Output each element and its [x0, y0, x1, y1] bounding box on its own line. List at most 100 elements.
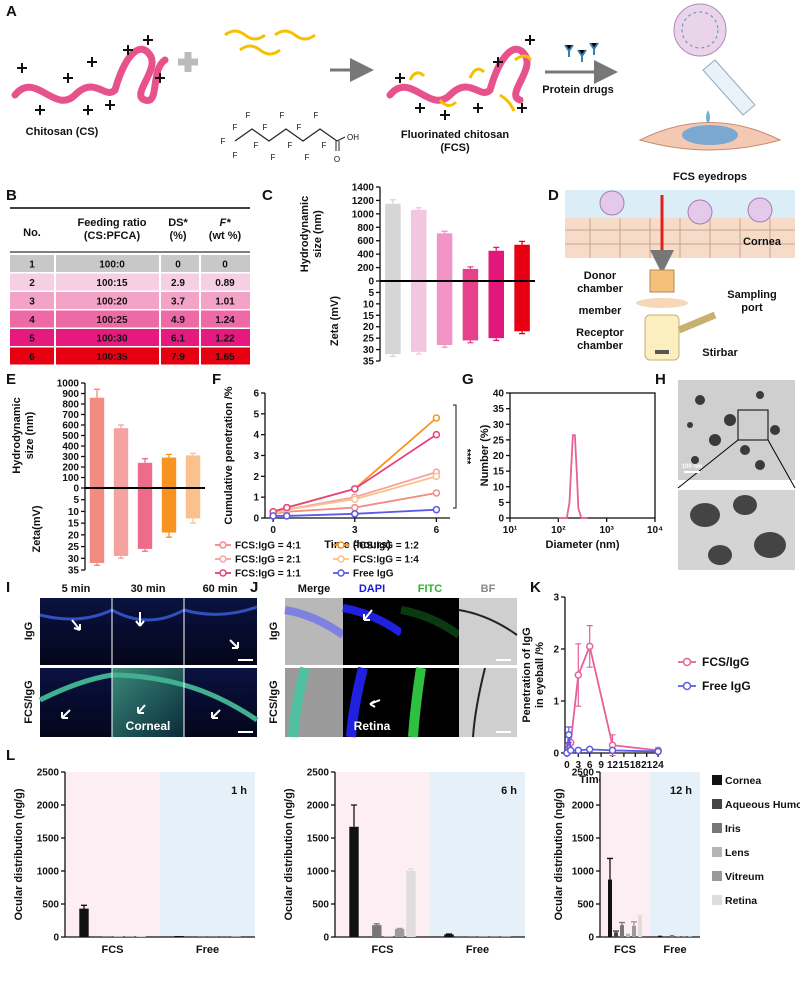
legend-marker	[220, 556, 226, 562]
table-header: F*	[220, 217, 232, 229]
marker	[575, 747, 581, 753]
label: Receptor	[576, 327, 624, 339]
charge	[525, 35, 535, 45]
label: Retina	[354, 719, 391, 733]
table-cell: 100:20	[96, 297, 128, 308]
y-axis-label: Hydrodynamic	[11, 397, 23, 473]
y-tick-label: 500	[42, 900, 59, 911]
legend-marker	[684, 659, 691, 666]
marker	[566, 732, 572, 738]
label: 30 min	[131, 583, 166, 595]
label: (FCS)	[440, 142, 470, 154]
charge	[35, 105, 45, 115]
y-tick-label: 30	[363, 345, 375, 356]
bar	[489, 251, 505, 281]
error-bar	[190, 518, 196, 523]
label: BF	[481, 583, 496, 595]
charge	[415, 103, 425, 113]
y-tick-label: 200	[62, 463, 79, 474]
marker	[352, 486, 358, 492]
x-tick-label: 15	[618, 760, 630, 771]
y-tick-label: 10	[68, 507, 80, 518]
label: chamber	[577, 283, 624, 295]
error-bar	[190, 453, 196, 455]
error-bar	[467, 267, 473, 269]
table-cell: 2	[29, 278, 35, 289]
legend-marker	[338, 542, 344, 548]
legend-marker	[220, 542, 226, 548]
legend-label: Free IgG	[702, 679, 751, 693]
bf-fcs	[459, 668, 517, 737]
table-cell: 100:0	[99, 260, 125, 271]
atom: F	[322, 141, 327, 150]
x-tick-label: Free	[663, 944, 686, 956]
atom: OH	[347, 133, 359, 142]
sampling-port	[679, 315, 715, 330]
x-tick-label: 10³	[599, 525, 614, 536]
bar	[138, 488, 152, 549]
y-tick-label: 1000	[352, 209, 375, 220]
y-tick-label: 600	[357, 236, 374, 247]
y-tick-label: 400	[62, 442, 79, 453]
panel-label: H	[655, 371, 666, 388]
bar	[186, 455, 200, 488]
bar	[514, 245, 530, 281]
y-tick-label: 1000	[572, 867, 595, 878]
category-band	[335, 772, 430, 937]
frame	[510, 393, 655, 518]
series-line	[558, 435, 587, 518]
y-axis-label: Ocular distribution (ng/g)	[13, 788, 25, 920]
bar	[174, 936, 183, 937]
x-tick-label: FCS	[614, 944, 636, 956]
panel-j	[285, 598, 517, 737]
y-tick-label: 15	[493, 467, 505, 478]
bar	[614, 932, 618, 937]
y-tick-label: 4	[253, 430, 259, 441]
marker	[352, 505, 358, 511]
y-axis-label: size (nm)	[312, 210, 324, 258]
x-tick-label: 0	[564, 760, 570, 771]
bar	[632, 926, 636, 937]
x-tick-label: FCS	[102, 944, 124, 956]
marker	[575, 672, 581, 678]
carboxyl-bond	[336, 137, 345, 151]
atom: F	[263, 123, 268, 132]
panel-label: J	[250, 579, 258, 596]
marker	[568, 747, 574, 753]
bar	[384, 936, 393, 937]
charge	[105, 100, 115, 110]
label: chamber	[577, 340, 624, 352]
y-axis-label: Penetration of IgG	[521, 627, 533, 722]
error-bar	[118, 425, 124, 428]
label: Stirbar	[702, 347, 738, 359]
table-cell: 7.9	[171, 352, 185, 363]
charge	[517, 103, 527, 113]
charge	[473, 103, 483, 113]
panel-label: B	[6, 187, 17, 204]
label: Protein drugs	[542, 84, 614, 96]
pfca-chains	[225, 31, 315, 54]
bar	[162, 488, 176, 533]
atom: F	[246, 111, 251, 120]
label: Fluorinated chitosan	[401, 129, 509, 141]
y-axis-label: Zeta (mV)	[329, 296, 341, 346]
label: FCS/IgG	[268, 680, 280, 723]
error-bar	[442, 345, 448, 347]
y-tick-label: 1	[553, 697, 559, 708]
bar	[437, 233, 453, 281]
panel-label: G	[462, 371, 474, 388]
charge	[17, 63, 27, 73]
fluorine-chains	[410, 56, 531, 111]
marker	[433, 415, 439, 421]
panel-label: D	[548, 187, 559, 204]
marker	[433, 432, 439, 438]
bar	[90, 398, 104, 488]
table-header: (CS:PFCA)	[84, 230, 141, 242]
y-tick-label: 1	[253, 493, 259, 504]
table-cell: 100:15	[96, 278, 128, 289]
x-tick-label: 3	[352, 525, 358, 536]
bar	[385, 281, 401, 354]
marker	[610, 747, 616, 753]
x-tick-label: 10²	[551, 525, 566, 536]
error-bar	[94, 563, 100, 565]
